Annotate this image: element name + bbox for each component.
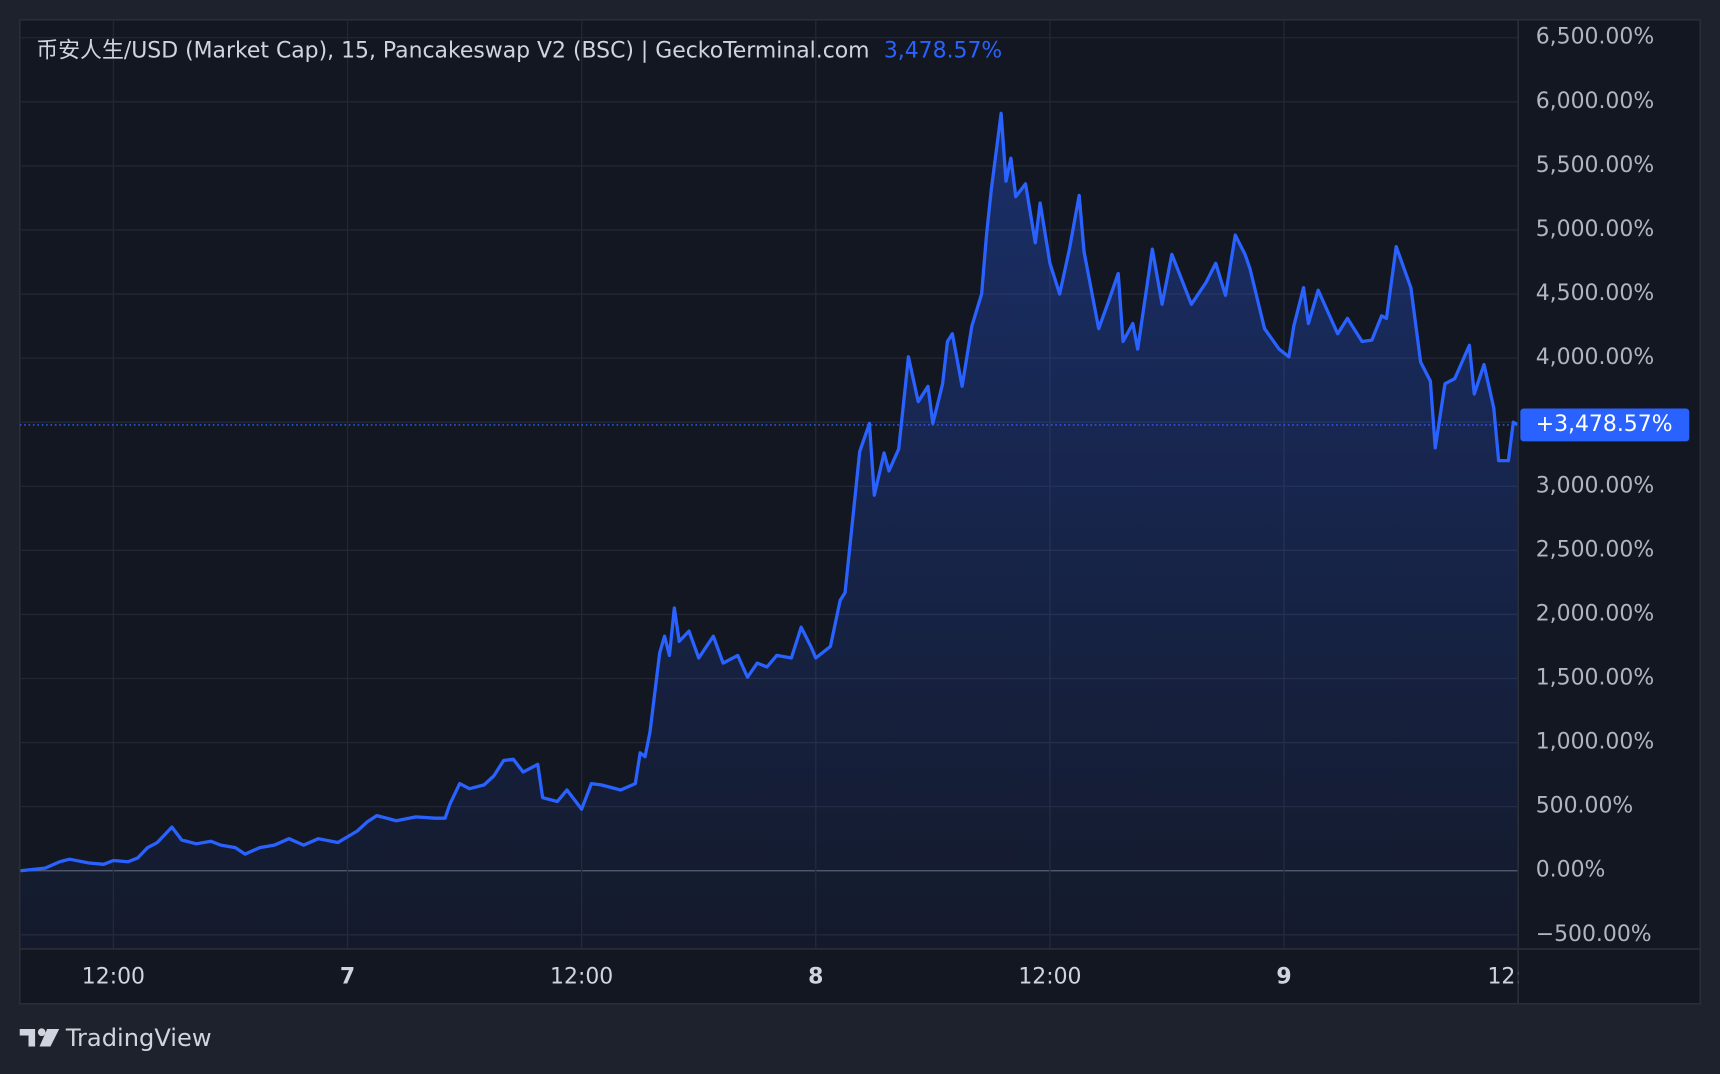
footer: TradingView	[19, 1024, 212, 1052]
x-tick-label: 12:	[1487, 964, 1522, 989]
area	[20, 113, 1519, 949]
y-tick-label: −500.00%	[1536, 922, 1652, 947]
time-axis: 12:00 7 12:00 8 12:00 9 12:	[82, 964, 1522, 989]
legend: 币安人生/USD (Market Cap), 15, Pancakeswap V…	[36, 39, 1002, 64]
y-tick-label: 3,000.00%	[1536, 473, 1654, 498]
y-tick-label: 4,500.00%	[1536, 281, 1654, 306]
x-tick-label: 8	[808, 964, 823, 989]
price-tag-label: +3,478.57%	[1536, 412, 1673, 437]
y-tick-label: 1,500.00%	[1536, 665, 1654, 690]
logo	[19, 1028, 60, 1047]
y-tick-label: 0.00%	[1536, 858, 1606, 883]
y-tick-label: 5,000.00%	[1536, 217, 1654, 242]
x-tick-label: 12:00	[550, 964, 613, 989]
price-axis: −500.00% 0.00% 500.00% 1,000.00% 1,500.00% 2,…	[1536, 25, 1654, 947]
price-tag: +3,478.57%	[1520, 408, 1690, 442]
y-tick-label: 6,500.00%	[1536, 25, 1654, 50]
y-tick-label: 6,000.00%	[1536, 89, 1654, 114]
logo-shape	[19, 1028, 36, 1047]
footer-text: TradingView	[65, 1024, 212, 1052]
last-value: 3,478.57%	[884, 39, 1002, 64]
chart-title: 币安人生/USD (Market Cap), 15, Pancakeswap V…	[36, 39, 869, 64]
x-tick-label: 7	[340, 964, 355, 989]
price-tag-box	[1520, 408, 1690, 442]
line	[20, 111, 1519, 873]
y-tick-label: 2,000.00%	[1536, 601, 1654, 626]
logo-shape	[37, 1028, 46, 1037]
logo-shape	[39, 1028, 60, 1047]
y-tick-label: 500.00%	[1536, 794, 1634, 819]
series	[19, 111, 1519, 949]
x-tick-label: 12:00	[1018, 964, 1081, 989]
x-tick-label: 12:00	[82, 964, 145, 989]
y-tick-label: 4,000.00%	[1536, 345, 1654, 370]
x-tick-label: 9	[1276, 964, 1291, 989]
y-tick-label: 1,000.00%	[1536, 730, 1654, 755]
y-tick-label: 2,500.00%	[1536, 537, 1654, 562]
y-tick-label: 5,500.00%	[1536, 153, 1654, 178]
